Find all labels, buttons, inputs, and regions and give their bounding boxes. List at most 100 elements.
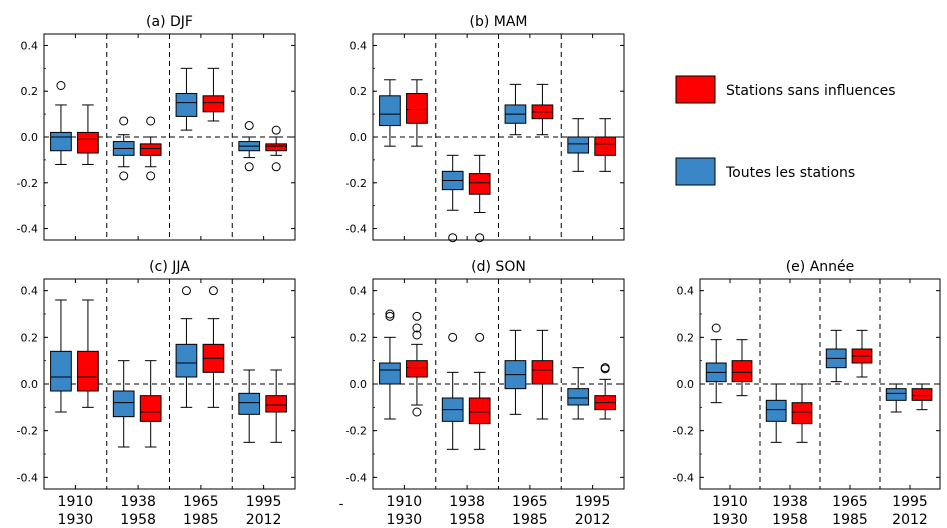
box-body [765, 399, 787, 422]
outlier-point [448, 332, 458, 342]
box-toutes-3 [825, 329, 847, 383]
y-tick-label: -0.4 [346, 223, 367, 236]
y-tick-label: 0.2 [350, 85, 368, 98]
outlier-point [412, 330, 422, 340]
panel-3: (c) JJA 0.4 0.2 0.0 -0.2 -0.4 1910 1930 1938 1958… [17, 259, 296, 528]
box-body [379, 362, 401, 385]
outlier-point [271, 125, 281, 135]
box-toutes-1 [705, 323, 727, 404]
box-toutes-4 [567, 367, 590, 420]
axes-frame [372, 278, 625, 490]
box-body [594, 136, 617, 156]
box-body [175, 93, 198, 117]
y-tick-label: -0.2 [17, 177, 38, 190]
box-sans-2 [139, 116, 162, 181]
x-tick-label: 2012 [575, 512, 611, 528]
x-tick-label: 1965 [512, 494, 548, 510]
box-toutes-4 [567, 118, 590, 172]
box-toutes-1 [379, 309, 401, 420]
box-sans-2 [791, 383, 813, 443]
box-sans-1 [77, 299, 99, 408]
box-toutes-3 [504, 329, 527, 415]
outlier-point [56, 81, 66, 90]
panel-1: (a) DJF 0.4 0.2 0.0 -0.2 -0.4 [17, 14, 296, 241]
legend-label: Toutes les stations [725, 165, 855, 181]
panel-title: (c) JJA [149, 259, 190, 275]
outlier-point [475, 233, 485, 243]
box-sans-4 [594, 118, 617, 172]
box-sans-3 [851, 329, 873, 378]
y-tick-label: 0.0 [21, 378, 39, 391]
box-body [265, 395, 288, 413]
box-sans-2 [468, 332, 491, 450]
y-tick-label: 0.4 [350, 285, 368, 298]
x-tick-label: 1938 [449, 494, 485, 510]
y-tick-label: -0.2 [673, 425, 694, 438]
y-tick-label: 0.0 [350, 131, 368, 144]
box-sans-1 [731, 339, 753, 397]
box-toutes-2 [765, 383, 787, 443]
box-toutes-2 [441, 154, 464, 243]
axes-frame [43, 278, 296, 490]
box-body [238, 392, 261, 415]
y-tick-label: 0.2 [350, 331, 368, 344]
x-tick-label: 2012 [892, 512, 928, 528]
outlier-point [385, 309, 395, 319]
outlier-point [244, 162, 254, 172]
box-body [77, 131, 99, 154]
box-toutes-1 [50, 81, 72, 165]
x-tick-label: 1910 [58, 494, 94, 510]
panel-4: (d) SON 0.4 0.2 0.0 -0.2 -0.4 1910 1930 1938 1958… [346, 259, 625, 528]
x-tick-label: 1938 [772, 494, 808, 510]
y-tick-label: -0.2 [346, 425, 367, 438]
box-sans-1 [406, 311, 428, 417]
box-sans-3 [202, 286, 225, 408]
legend-label: Stations sans influences [726, 83, 896, 99]
x-tick-label: 1930 [387, 512, 423, 528]
x-tick-label: 1985 [183, 512, 219, 528]
outlier-point [119, 116, 129, 126]
box-sans-4 [265, 369, 288, 443]
panel-title: (d) SON [471, 259, 526, 275]
y-tick-label: -0.2 [346, 177, 367, 190]
x-tick-label: 1958 [120, 512, 156, 528]
y-tick-label: -0.4 [17, 471, 38, 484]
outlier-point [412, 323, 422, 333]
axes-frame [372, 33, 625, 241]
y-tick-label: -0.4 [673, 471, 694, 484]
box-body [567, 388, 590, 406]
box-sans-2 [468, 154, 491, 243]
box-toutes-2 [112, 116, 135, 181]
box-sans-1 [77, 104, 99, 165]
box-toutes-1 [50, 299, 72, 413]
box-body [791, 402, 813, 425]
axes-frame [43, 33, 296, 241]
y-tick-label: 0.4 [350, 39, 368, 52]
box-body [265, 143, 288, 152]
stray-dash: - [339, 497, 344, 512]
panel-title: (a) DJF [146, 14, 193, 30]
box-body [406, 93, 428, 124]
panel-5: (e) Année 0.4 0.2 0.0 -0.2 -0.4 1910 1930 1938 19… [673, 259, 941, 528]
box-body [885, 388, 907, 401]
box-body [731, 360, 753, 383]
box-sans-3 [202, 67, 225, 122]
outlier-point [208, 286, 218, 296]
y-tick-label: 0.0 [21, 131, 39, 144]
x-tick-label: 1965 [832, 494, 868, 510]
box-toutes-3 [175, 286, 198, 408]
box-body [50, 131, 72, 152]
outlier-point [181, 286, 191, 296]
x-tick-label: 1930 [58, 512, 94, 528]
box-sans-3 [531, 329, 554, 420]
x-tick-label: 1995 [892, 494, 928, 510]
axes-frame [699, 278, 941, 490]
outlier-point [146, 171, 156, 181]
outlier-point [271, 162, 281, 172]
x-tick-label: 1938 [120, 494, 156, 510]
box-toutes-2 [441, 332, 464, 450]
y-tick-label: 0.2 [677, 331, 695, 344]
box-body [202, 95, 225, 113]
x-tick-label: 1965 [183, 494, 219, 510]
x-tick-label: 1958 [772, 512, 808, 528]
